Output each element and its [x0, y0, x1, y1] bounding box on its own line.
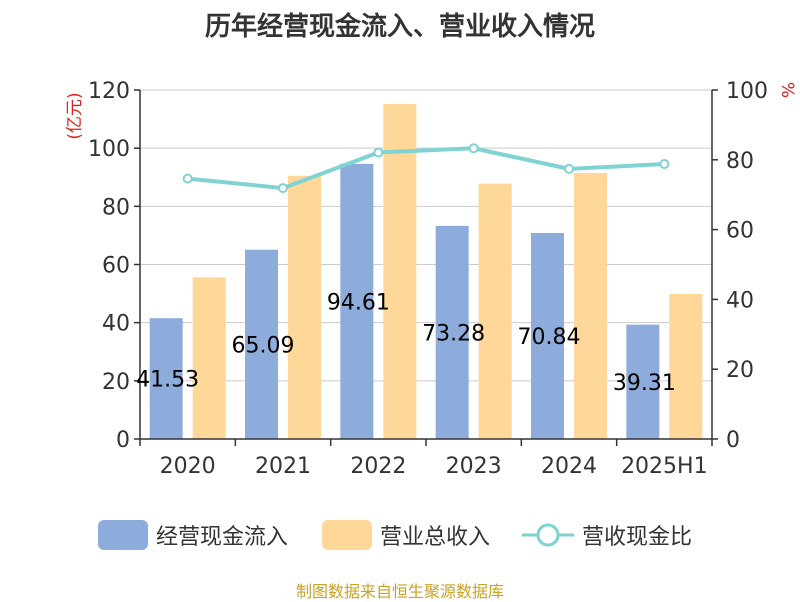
y-tick-label-left: 120	[88, 79, 130, 104]
y-tick-label-left: 0	[116, 428, 130, 453]
y-tick-label-right: 20	[726, 358, 754, 383]
legend-item-inflow[interactable]: 经营现金流入	[98, 518, 288, 552]
x-tick-label: 2022	[350, 454, 406, 479]
legend-label-ratio: 营收现金比	[582, 525, 693, 550]
bars	[149, 103, 703, 440]
bar-inflow	[245, 249, 278, 439]
legend-swatch-ratio	[522, 523, 574, 547]
bar-inflow	[340, 163, 374, 439]
y-tick-label-right: 40	[726, 288, 754, 313]
legend-item-revenue[interactable]: 营业总收入	[322, 518, 490, 552]
bar-revenue	[574, 172, 607, 439]
ratio-line	[182, 143, 670, 194]
axes: 0 20 40 60 80 100 120 0 20 40 60 80 100 2020 2021 2022 2…	[65, 79, 797, 479]
data-label-inflow: 94.61	[327, 290, 390, 315]
bar-revenue	[288, 175, 321, 439]
bar-revenue	[478, 183, 512, 439]
chart-title: 历年经营现金流入、营业收入情况	[204, 12, 595, 42]
y-tick-label-left: 60	[102, 254, 130, 279]
x-tick-label: 2024	[541, 454, 597, 479]
source-note: 制图数据来自恒生聚源数据库	[295, 582, 504, 601]
ratio-point	[468, 143, 479, 154]
data-label-inflow: 41.53	[136, 368, 199, 393]
data-label-inflow: 73.28	[422, 321, 485, 346]
ratio-point	[564, 163, 574, 174]
legend-label-revenue: 营业总收入	[380, 525, 491, 550]
y-tick-label-right: 0	[726, 428, 740, 453]
bar-inflow	[435, 225, 469, 439]
x-tick-label: 2025H1	[621, 454, 708, 479]
bar-inflow	[149, 318, 183, 439]
data-label-inflow: 39.31	[613, 371, 676, 396]
legend-item-ratio[interactable]: 营收现金比	[522, 518, 692, 552]
y-tick-label-right: 100	[726, 79, 768, 104]
x-tick-label: 2020	[160, 454, 216, 479]
data-labels: 41.53 65.09 94.61 73.28 70.84 39.31	[136, 290, 676, 395]
ratio-point	[278, 183, 288, 194]
bar-inflow	[626, 324, 660, 439]
y-axis-right-label: %	[777, 82, 797, 98]
y-tick-label-right: 80	[726, 149, 754, 174]
ratio-point	[659, 158, 670, 169]
bar-revenue	[192, 277, 226, 439]
y-tick-label-left: 20	[102, 370, 130, 395]
ratio-point	[373, 147, 384, 158]
data-label-inflow: 70.84	[518, 325, 581, 350]
grid-lines	[140, 89, 712, 382]
legend-label-inflow: 经营现金流入	[156, 525, 289, 550]
ratio-point	[182, 173, 193, 184]
x-tick-label: 2021	[255, 454, 311, 479]
y-tick-label-right: 60	[726, 219, 754, 244]
ratio-polyline	[187, 146, 665, 191]
data-label-inflow: 65.09	[232, 333, 295, 358]
y-tick-label-left: 100	[88, 137, 130, 162]
legend-swatch-revenue	[322, 520, 372, 550]
bar-revenue	[669, 293, 703, 439]
legend-swatch-inflow	[98, 520, 148, 550]
y-tick-label-left: 40	[102, 312, 130, 337]
y-axis-left-label: (亿元)	[65, 92, 85, 139]
y-tick-label-left: 80	[102, 195, 130, 220]
bar-revenue	[383, 103, 417, 440]
bar-inflow	[531, 232, 564, 439]
x-tick-label: 2023	[446, 454, 502, 479]
